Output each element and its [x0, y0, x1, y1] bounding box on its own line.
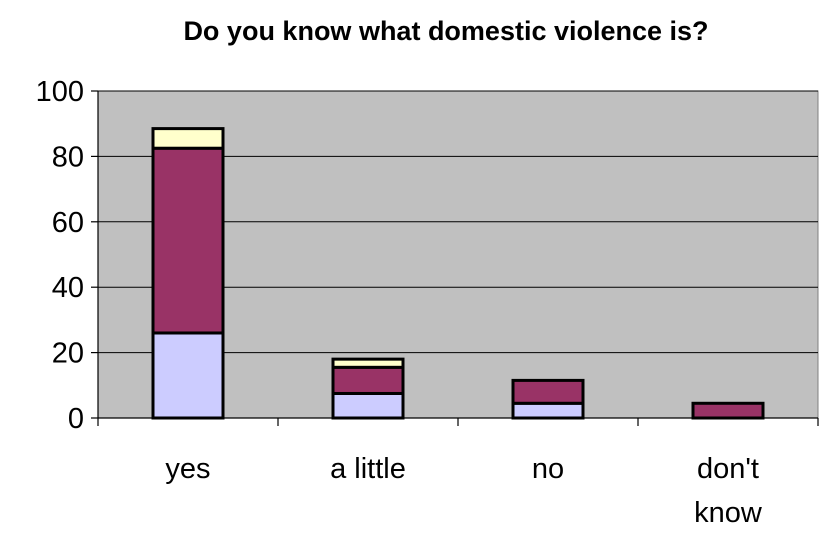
x-category-label: yes	[165, 453, 210, 485]
bar-segment	[151, 127, 225, 150]
bar-segment	[511, 378, 585, 405]
bar-segment	[331, 365, 405, 395]
bar-segment	[151, 146, 225, 335]
chart-title: Do you know what domestic violence is?	[183, 16, 708, 46]
bar-segment	[511, 401, 585, 420]
bar-segment	[331, 357, 405, 369]
y-tick-label: 40	[52, 272, 84, 304]
bar-segment	[151, 331, 225, 420]
x-category-label: don't	[697, 453, 759, 485]
bar-segment	[331, 391, 405, 420]
x-category-label: a little	[330, 453, 406, 485]
y-tick-label: 100	[36, 76, 84, 108]
y-tick-label: 20	[52, 338, 84, 370]
x-category-label: no	[532, 453, 564, 485]
y-tick-label: 80	[52, 141, 84, 173]
x-category-label: know	[694, 497, 763, 529]
y-tick-label: 0	[68, 403, 84, 435]
y-tick-label: 60	[52, 207, 84, 239]
bar-segment	[691, 401, 765, 420]
